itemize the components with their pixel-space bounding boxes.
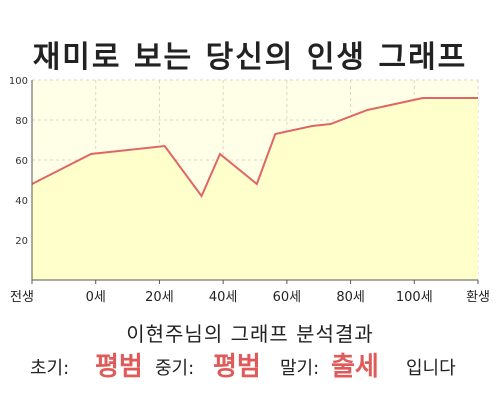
early-value: 평범 <box>95 352 143 382</box>
series-line <box>31 97 478 198</box>
area-fill <box>32 98 478 280</box>
x-tick-label: 60세 <box>273 290 302 305</box>
area-layer <box>31 97 478 280</box>
y-tick-label: 20 <box>15 236 28 247</box>
middle-value: 평범 <box>213 352 261 382</box>
late-label: 말기: <box>280 358 320 379</box>
x-tick-label: 20세 <box>145 290 174 305</box>
x-tick-label: 100세 <box>396 290 433 305</box>
result-row: 초기: 평범 중기: 평범 말기: 출세 입니다 <box>0 346 500 382</box>
y-tick-label: 60 <box>15 156 28 167</box>
x-tick-label: 0세 <box>86 290 106 305</box>
middle-label: 중기: <box>155 358 195 379</box>
chart-title: 재미로 보는 당신의 인생 그래프 <box>32 40 468 75</box>
x-tick-label: 전생 <box>10 290 34 305</box>
result-heading: 이현주님의 그래프 분석결과 <box>126 322 374 346</box>
y-tick-label: 100 <box>9 76 28 87</box>
x-tick-label: 환생 <box>466 290 490 305</box>
y-tick-label: 80 <box>15 116 28 127</box>
y-tick-label: 40 <box>15 196 28 207</box>
y-tick-labels: 20 40 60 80 100 <box>9 76 28 247</box>
axis-layer <box>31 80 479 284</box>
result-suffix: 입니다 <box>406 358 456 379</box>
x-tick-label: 80세 <box>336 290 365 305</box>
x-tick-labels: 전생 0세 20세 40세 60세 80세 100세 환생 <box>10 290 490 305</box>
late-value: 출세 <box>331 352 379 382</box>
x-tick-label: 40세 <box>209 290 238 305</box>
early-label: 초기: <box>30 358 70 379</box>
